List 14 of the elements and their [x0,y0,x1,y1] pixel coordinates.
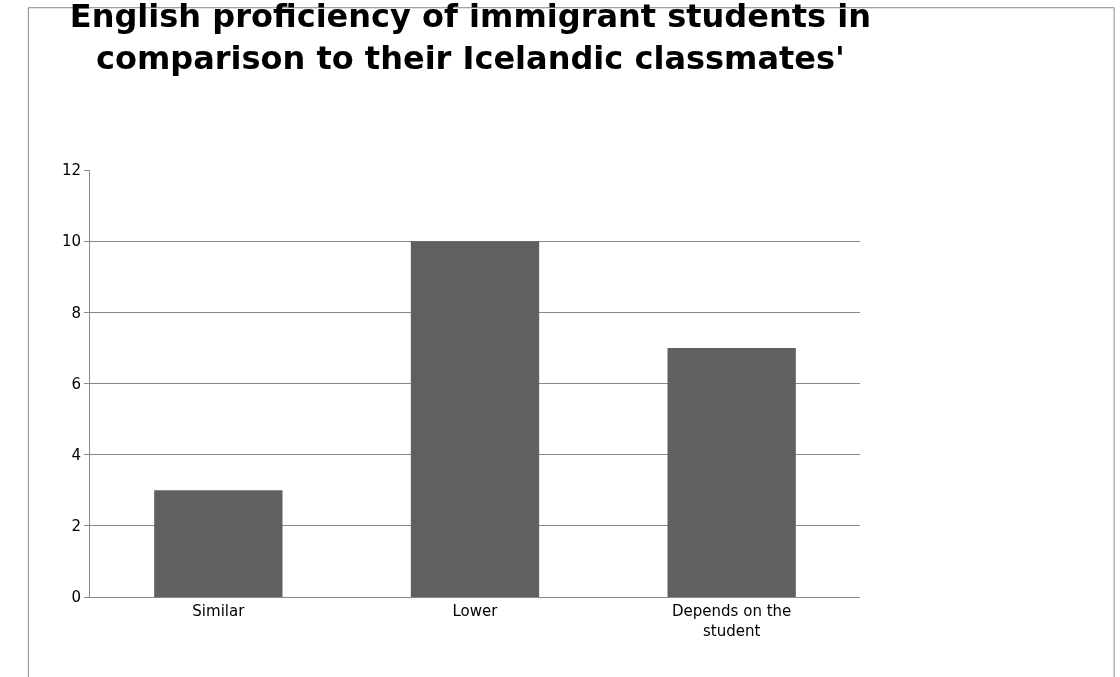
y-tick-label: 2 [71,517,81,536]
bar [154,490,283,597]
bar [667,347,796,597]
x-tick-label: Lower [452,602,499,620]
y-tick-label: 12 [61,161,81,180]
chart-title: English proficiency of immigrant students in comparison to their Icelandic classmates' [69,0,871,77]
y-tick-label: 4 [71,445,81,464]
x-tick-label: Similar [192,602,246,620]
bar [410,241,540,597]
y-tick-label: 8 [71,303,81,322]
y-tick-label: 6 [71,374,81,393]
y-tick-label: 0 [71,588,81,607]
y-tick-label: 10 [61,232,81,251]
x-tick-label: Depends on the student [672,602,792,640]
